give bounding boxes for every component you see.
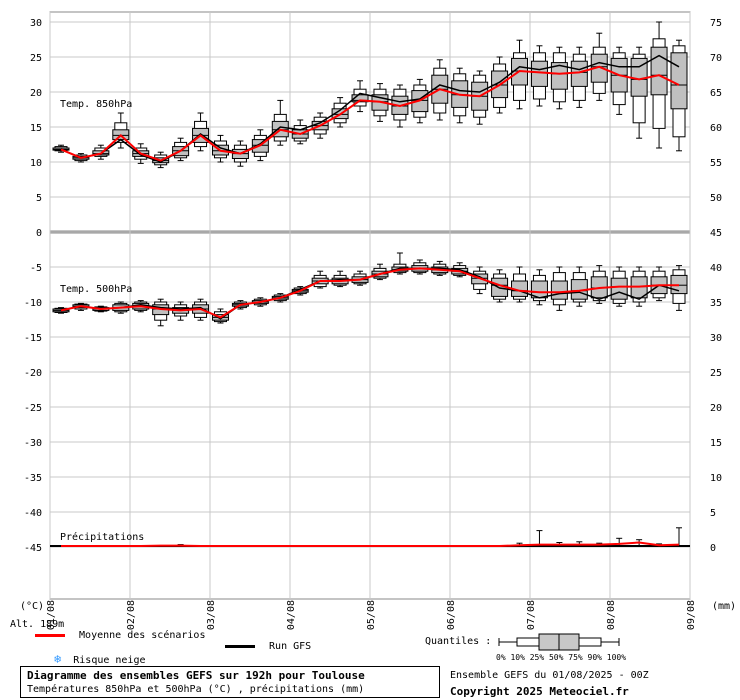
right-tick-label: 60 <box>710 123 722 134</box>
altitude-label: Alt. 189m <box>10 619 64 630</box>
left-tick-label: -5 <box>30 263 42 274</box>
quantile-ticks: 0% 10% 25% 50% 75% 90% 100% <box>496 653 627 662</box>
right-tick-label: 45 <box>710 228 722 239</box>
series-lines <box>50 54 690 547</box>
left-tick-label: 25 <box>30 53 42 64</box>
left-tick-label: 20 <box>30 88 42 99</box>
right-tick-label: 25 <box>710 368 722 379</box>
axis-labels: 302520151050-5-10-15-20-25-30-35-40-4575… <box>24 18 722 630</box>
right-tick-label: 75 <box>710 18 722 29</box>
x-date-label: 06/08 <box>446 600 457 630</box>
left-tick-label: -40 <box>24 508 42 519</box>
left-tick-label: -30 <box>24 438 42 449</box>
left-tick-label: -10 <box>24 298 42 309</box>
left-tick-label: 10 <box>30 158 42 169</box>
quantile-box-inner <box>351 94 369 103</box>
legend-snow: ❄ Risque neige <box>54 652 146 666</box>
right-tick-label: 40 <box>710 263 722 274</box>
run-info: Ensemble GEFS du 01/08/2025 - 00Z <box>450 670 649 681</box>
right-tick-label: 65 <box>710 88 722 99</box>
quantile-box-inner <box>650 46 668 96</box>
legend-gfs-label: Run GFS <box>269 641 312 652</box>
left-tick-label: 30 <box>30 18 42 29</box>
left-tick-label: 15 <box>30 123 42 134</box>
mean-line-t850 <box>60 65 680 162</box>
legend-mean-label: Moyenne des scénarios <box>79 630 206 641</box>
x-date-label: 05/08 <box>366 600 377 630</box>
legend-quantiles-label: Quantiles : <box>425 636 492 647</box>
left-tick-label: -35 <box>24 473 42 484</box>
quantile-box-inner <box>550 280 568 300</box>
copyright: Copyright 2025 Meteociel.fr <box>450 685 629 698</box>
right-tick-label: 15 <box>710 438 722 449</box>
left-tick-label: 0 <box>36 228 42 239</box>
panel-label-t850: Temp. 850hPa <box>60 99 132 110</box>
left-tick-label: -45 <box>24 543 42 554</box>
right-tick-label: 30 <box>710 333 722 344</box>
mean-line-swatch <box>35 633 65 637</box>
x-date-label: 02/08 <box>126 600 137 630</box>
panel-label-precip: Précipitations <box>60 531 144 543</box>
x-date-label: 07/08 <box>526 600 537 630</box>
quantile-box-inner <box>570 60 588 87</box>
right-tick-label: 35 <box>710 298 722 309</box>
gfs-line-swatch <box>225 644 255 648</box>
x-date-label: 01/08 <box>46 600 57 630</box>
x-date-label: 04/08 <box>286 600 297 630</box>
chart-subtitle: Températures 850hPa et 500hPa (°C) , pré… <box>27 684 365 695</box>
right-tick-label: 70 <box>710 53 722 64</box>
legend-mean: Moyenne des scénarios <box>35 630 205 641</box>
quantile-box-inner <box>610 277 628 300</box>
legend-gfs: Run GFS <box>225 641 311 652</box>
right-unit: (mm) <box>712 601 736 612</box>
right-tick-label: 0 <box>710 543 716 554</box>
right-tick-label: 20 <box>710 403 722 414</box>
right-tick-label: 55 <box>710 158 722 169</box>
left-unit: (°C) <box>20 601 44 612</box>
x-date-label: 09/08 <box>686 600 697 630</box>
mean-line-t500 <box>60 267 679 319</box>
left-tick-label: -15 <box>24 333 42 344</box>
title-box: Diagramme des ensembles GEFS sur 192h po… <box>20 666 440 698</box>
quantile-box-inner <box>550 62 568 90</box>
gfs-line-t850 <box>60 54 680 163</box>
left-tick-label: 5 <box>36 193 42 204</box>
right-tick-label: 5 <box>710 508 716 519</box>
left-tick-label: -25 <box>24 403 42 414</box>
right-tick-label: 10 <box>710 473 722 484</box>
snowflake-icon: ❄ <box>54 652 62 666</box>
panel-label-t500: Temp. 500hPa <box>60 284 132 295</box>
right-tick-label: 50 <box>710 193 722 204</box>
legend-snow-label: Risque neige <box>73 655 146 666</box>
quantile-legend-box-icon <box>498 633 620 651</box>
quantile-box-inner <box>530 60 548 87</box>
quantile-box-inner <box>670 52 688 110</box>
x-date-label: 03/08 <box>206 600 217 630</box>
x-date-label: 08/08 <box>606 600 617 630</box>
chart-title: Diagramme des ensembles GEFS sur 192h po… <box>27 669 365 682</box>
left-tick-label: -20 <box>24 368 42 379</box>
mean-line-precip <box>61 541 680 547</box>
